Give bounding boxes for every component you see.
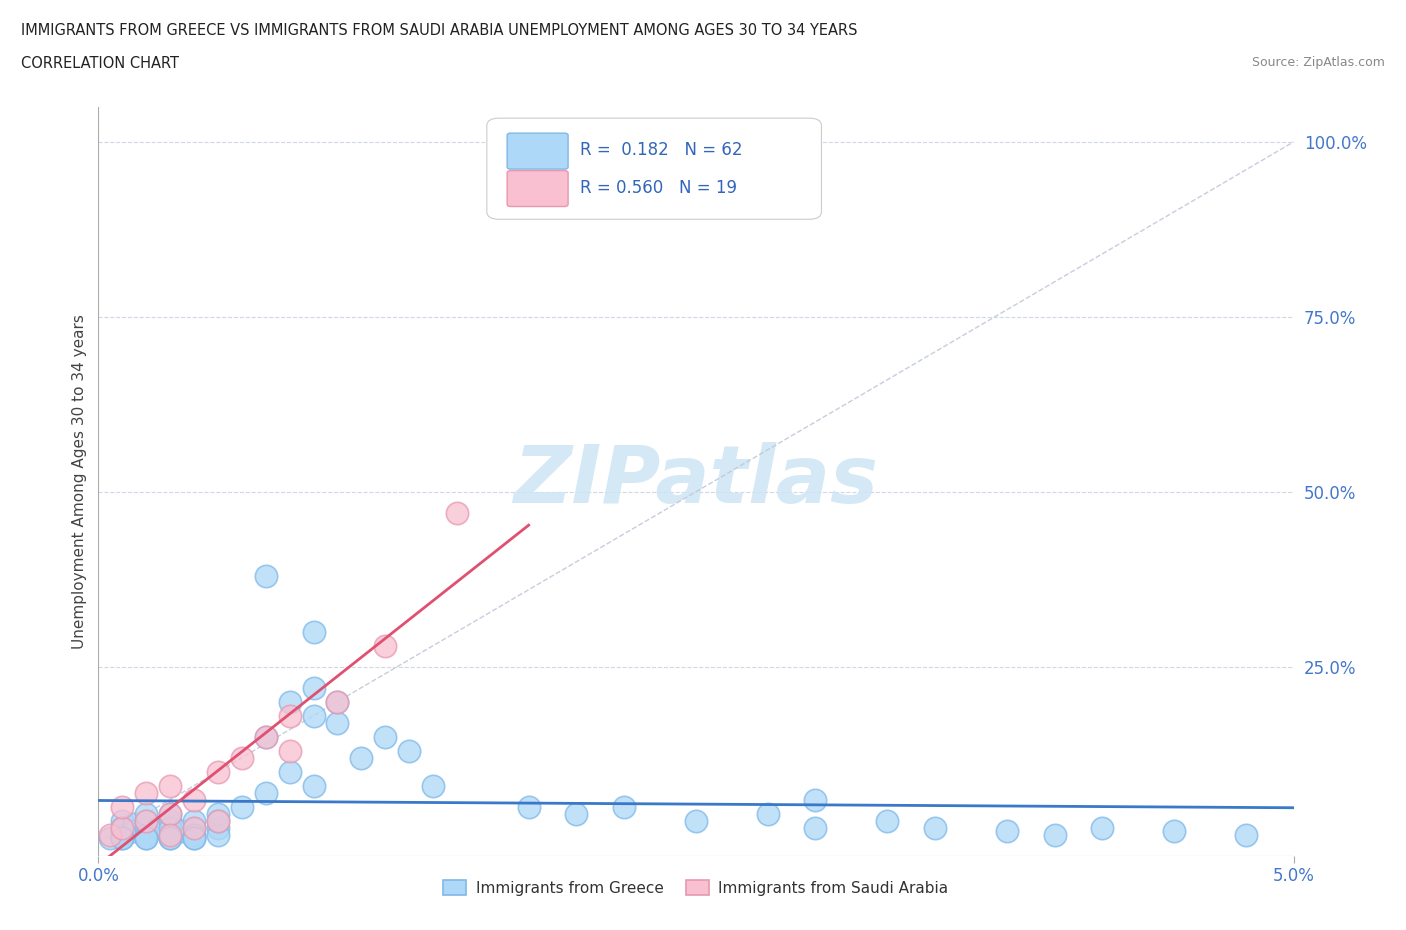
Point [302,709,325,724]
Point [98,830,122,845]
Point [924,820,946,835]
Point [254,729,277,744]
Point [159,827,181,842]
Text: ZIPatlas: ZIPatlas [513,443,879,520]
Point [159,830,181,845]
Point [613,799,636,814]
Text: R = 0.560   N = 19: R = 0.560 N = 19 [581,179,737,197]
Point [207,820,229,835]
Point [231,751,253,765]
Point [231,799,253,814]
Point [995,824,1018,839]
Point [183,820,205,835]
Point [207,827,229,842]
Text: IMMIGRANTS FROM GREECE VS IMMIGRANTS FROM SAUDI ARABIA UNEMPLOYMENT AMONG AGES 3: IMMIGRANTS FROM GREECE VS IMMIGRANTS FRO… [21,23,858,38]
Point [1234,827,1257,842]
Point [278,709,301,724]
Point [422,778,444,793]
Point [565,806,588,821]
Point [159,806,181,821]
Point [111,827,134,842]
Point [183,792,205,807]
Point [446,505,468,520]
Point [302,680,325,695]
Point [254,568,277,583]
Point [135,813,157,828]
Point [326,694,349,709]
Point [302,778,325,793]
FancyBboxPatch shape [508,170,568,206]
Point [124,824,146,839]
Point [159,820,181,835]
Point [111,827,134,842]
Point [172,824,194,839]
Point [135,827,157,842]
Point [135,785,157,800]
Point [159,830,181,845]
Point [183,830,205,845]
Point [98,827,122,842]
Text: CORRELATION CHART: CORRELATION CHART [21,56,179,71]
Point [135,813,157,828]
Point [111,820,134,835]
Point [183,820,205,835]
Point [111,830,134,845]
Point [804,820,827,835]
FancyBboxPatch shape [508,133,568,169]
Point [183,813,205,828]
Point [111,813,134,828]
Point [517,799,540,814]
Point [148,820,170,835]
FancyBboxPatch shape [486,118,821,219]
Point [111,820,134,835]
Point [278,694,301,709]
Point [135,830,157,845]
Point [159,806,181,821]
Point [374,638,396,653]
Point [135,820,157,835]
Point [1163,824,1185,839]
Point [804,792,827,807]
Legend: Immigrants from Greece, Immigrants from Saudi Arabia: Immigrants from Greece, Immigrants from … [437,873,955,902]
Y-axis label: Unemployment Among Ages 30 to 34 years: Unemployment Among Ages 30 to 34 years [72,313,87,649]
Point [278,743,301,758]
Point [111,820,134,835]
Text: R =  0.182   N = 62: R = 0.182 N = 62 [581,141,742,159]
Point [1043,827,1066,842]
Point [254,729,277,744]
Point [278,764,301,779]
Point [876,813,898,828]
Point [350,751,373,765]
Point [135,806,157,821]
Point [135,830,157,845]
Point [183,827,205,842]
Point [111,799,134,814]
Point [326,694,349,709]
Point [159,827,181,842]
Point [685,813,707,828]
Point [207,813,229,828]
Point [302,624,325,639]
Point [254,785,277,800]
Point [326,715,349,730]
Point [159,813,181,828]
Point [398,743,420,758]
Point [111,830,134,845]
Point [1091,820,1114,835]
Point [207,806,229,821]
Text: Source: ZipAtlas.com: Source: ZipAtlas.com [1251,56,1385,69]
Point [183,830,205,845]
Point [124,817,146,831]
Point [207,764,229,779]
Point [159,778,181,793]
Point [756,806,779,821]
Point [374,729,396,744]
Point [207,813,229,828]
